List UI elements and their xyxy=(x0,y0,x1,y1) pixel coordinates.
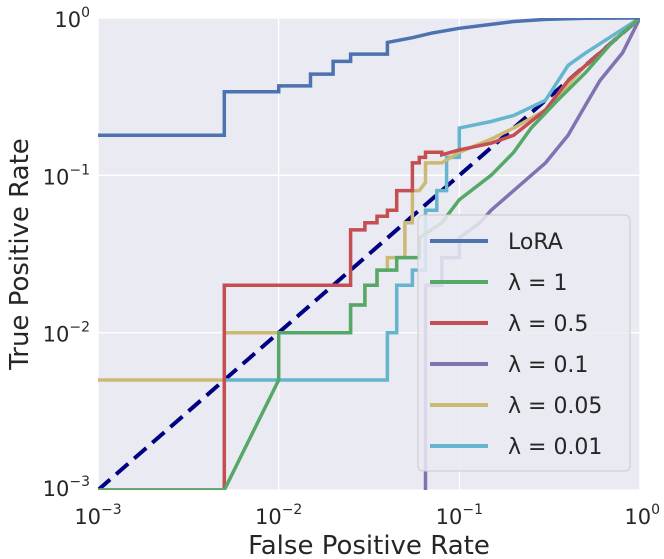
x-tick-label-1: 10−2 xyxy=(255,502,302,529)
legend-label-3: λ = 0.1 xyxy=(508,353,588,378)
y-tick-label-3: 100 xyxy=(54,5,90,32)
x-axis-label: False Positive Rate xyxy=(248,531,490,559)
legend-label-2: λ = 0.5 xyxy=(508,312,588,337)
legend: LoRA λ = 1 λ = 0.5 λ = 0.1 λ = 0.05 λ = 0.01 xyxy=(417,214,631,472)
x-tick-labels: 10−3 10−2 10−1 100 xyxy=(74,502,660,529)
y-tick-labels: 10−3 10−2 10−1 100 xyxy=(43,5,90,501)
legend-label-0: LoRA xyxy=(508,230,563,255)
x-tick-label-3: 100 xyxy=(624,502,660,529)
legend-label-5: λ = 0.01 xyxy=(508,435,602,460)
y-tick-label-0: 10−3 xyxy=(43,474,90,501)
y-axis-label: True Positive Rate xyxy=(5,138,35,371)
series-line-2 xyxy=(98,18,640,490)
x-tick-label-0: 10−3 xyxy=(74,502,121,529)
y-tick-label-2: 10−1 xyxy=(43,162,90,189)
legend-label-1: λ = 1 xyxy=(508,271,567,296)
series-line-5 xyxy=(222,18,640,490)
x-tick-label-2: 10−1 xyxy=(436,502,483,529)
series-line-1 xyxy=(98,18,640,490)
y-tick-label-1: 10−2 xyxy=(43,320,90,347)
legend-label-4: λ = 0.05 xyxy=(508,394,602,419)
series-line-0 xyxy=(98,18,640,137)
